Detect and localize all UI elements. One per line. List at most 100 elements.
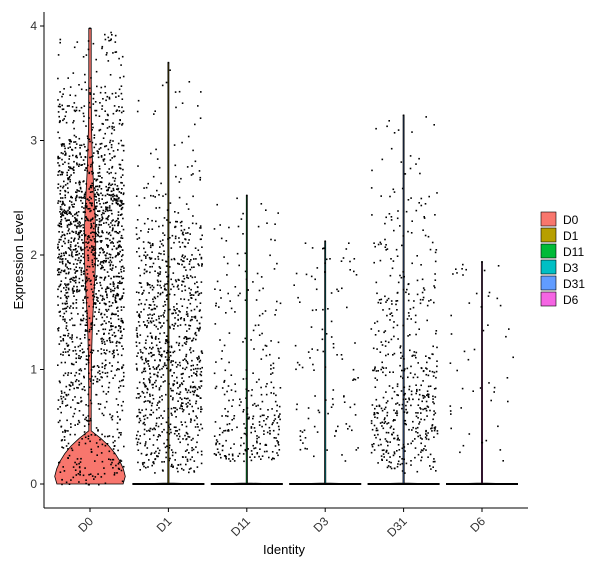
- data-point: [107, 218, 109, 221]
- data-point: [270, 368, 272, 370]
- data-point: [107, 287, 110, 289]
- data-point: [122, 465, 125, 468]
- data-point: [83, 195, 86, 198]
- data-point: [120, 259, 123, 261]
- data-point: [180, 298, 182, 300]
- data-point: [196, 281, 198, 283]
- data-point: [63, 254, 65, 257]
- data-point: [433, 388, 436, 390]
- data-point: [78, 163, 81, 166]
- data-point: [179, 407, 181, 410]
- data-point: [199, 367, 202, 370]
- data-point: [396, 402, 399, 404]
- data-point: [84, 205, 87, 207]
- data-point: [179, 311, 181, 313]
- data-point: [266, 431, 269, 434]
- data-point: [85, 482, 87, 485]
- data-point: [77, 473, 80, 475]
- data-point: [433, 285, 435, 287]
- data-point: [313, 425, 316, 428]
- data-point: [162, 381, 165, 383]
- data-point: [196, 290, 199, 293]
- data-point: [118, 110, 121, 112]
- data-point: [178, 90, 181, 93]
- data-point: [162, 314, 164, 316]
- data-point: [314, 395, 316, 397]
- data-point: [173, 144, 176, 146]
- data-point: [219, 289, 221, 291]
- data-point: [214, 421, 217, 423]
- data-point: [147, 218, 149, 220]
- data-point: [67, 261, 69, 264]
- data-point: [75, 251, 78, 253]
- data-point: [410, 442, 412, 445]
- data-point: [72, 168, 74, 170]
- data-point: [105, 260, 107, 262]
- data-point: [72, 292, 74, 294]
- data-point: [429, 385, 432, 387]
- data-point: [268, 456, 270, 459]
- data-point: [105, 364, 107, 366]
- data-point: [78, 257, 80, 259]
- data-point: [100, 214, 103, 216]
- data-point: [80, 249, 83, 252]
- data-point: [426, 434, 428, 437]
- data-point: [121, 159, 124, 161]
- data-point: [279, 413, 281, 415]
- data-point: [117, 285, 119, 287]
- data-point: [396, 434, 399, 437]
- x-tick-label: D1: [154, 514, 175, 535]
- data-point: [168, 345, 170, 348]
- data-point: [253, 348, 255, 350]
- data-point: [161, 259, 164, 261]
- data-point: [74, 408, 77, 410]
- data-point: [117, 353, 119, 356]
- jitter-points-layer: [56, 27, 518, 486]
- data-point: [78, 383, 81, 386]
- data-point: [270, 340, 272, 342]
- data-point: [410, 318, 412, 320]
- data-point: [240, 218, 243, 220]
- data-point: [72, 476, 75, 479]
- data-point: [434, 273, 436, 275]
- data-point: [64, 204, 66, 206]
- data-point: [61, 262, 64, 265]
- data-point: [89, 186, 92, 189]
- data-point: [67, 283, 70, 285]
- data-point: [67, 295, 70, 298]
- data-point: [84, 211, 86, 214]
- data-point: [99, 403, 102, 405]
- data-point: [88, 338, 91, 341]
- data-point: [176, 408, 178, 411]
- data-point: [60, 280, 63, 282]
- data-point: [502, 460, 504, 462]
- data-point: [139, 411, 142, 414]
- data-point: [80, 224, 82, 227]
- data-point: [379, 351, 382, 353]
- data-point: [111, 212, 113, 215]
- data-point: [82, 285, 85, 287]
- data-point: [512, 356, 514, 359]
- data-point: [79, 470, 81, 473]
- data-point: [301, 431, 304, 433]
- data-point: [177, 364, 179, 366]
- data-point: [63, 145, 66, 147]
- data-point: [434, 428, 436, 430]
- data-point: [106, 207, 109, 209]
- data-point: [72, 205, 74, 208]
- data-point: [386, 248, 389, 250]
- data-point: [95, 278, 97, 281]
- data-point: [159, 273, 161, 275]
- data-point: [112, 458, 115, 461]
- data-point: [141, 390, 144, 393]
- data-point: [88, 199, 90, 202]
- data-point: [117, 187, 120, 190]
- data-point: [78, 236, 81, 239]
- data-point: [387, 452, 390, 455]
- data-point: [146, 417, 149, 419]
- data-point: [182, 380, 185, 382]
- data-point: [374, 407, 376, 410]
- y-tick-label: 1: [30, 363, 37, 377]
- data-point: [150, 409, 153, 411]
- data-point: [372, 369, 374, 372]
